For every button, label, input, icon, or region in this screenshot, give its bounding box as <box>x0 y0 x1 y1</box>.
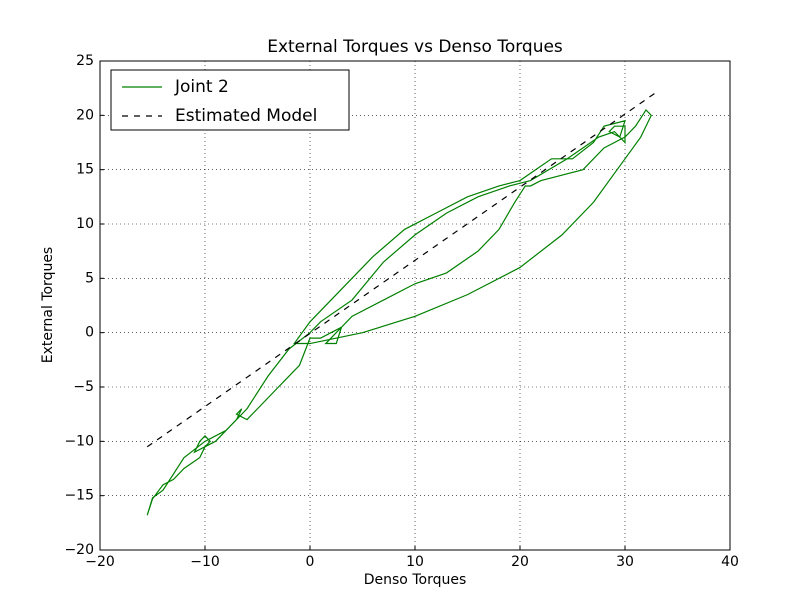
x-tick-label: 0 <box>306 554 315 570</box>
x-axis-label: Denso Torques <box>364 572 467 588</box>
y-tick-label: 20 <box>76 107 94 123</box>
x-tick-label: 40 <box>721 554 739 570</box>
x-tick-label: −20 <box>85 554 115 570</box>
y-tick-label: 25 <box>76 53 94 69</box>
x-tick-label: −10 <box>190 554 220 570</box>
y-tick-label: −20 <box>64 542 94 558</box>
legend-label: Estimated Model <box>175 106 317 126</box>
plot-frame <box>99 60 731 551</box>
y-tick-label: −10 <box>64 433 94 449</box>
x-tick-label: 30 <box>616 554 634 570</box>
x-tick-label: 10 <box>406 554 424 570</box>
y-tick-label: −5 <box>73 379 94 395</box>
y-tick-label: 5 <box>85 270 94 286</box>
series-line <box>146 108 652 516</box>
y-tick-label: −15 <box>64 488 94 504</box>
y-axis-label: External Torques <box>40 247 56 363</box>
y-tick-label: 0 <box>85 325 94 341</box>
y-tick-label: 10 <box>76 216 94 232</box>
legend-box <box>110 69 350 131</box>
y-tick-label: 15 <box>76 162 94 178</box>
x-tick-label: 20 <box>511 554 529 570</box>
legend-label: Joint 2 <box>174 77 229 97</box>
chart-title: External Torques vs Denso Torques <box>267 37 563 57</box>
